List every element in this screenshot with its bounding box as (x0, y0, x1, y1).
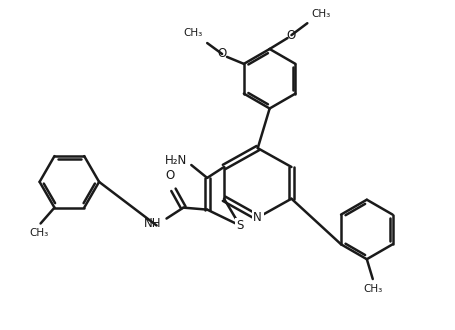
Text: CH₃: CH₃ (363, 284, 382, 294)
Text: CH₃: CH₃ (29, 228, 48, 239)
Text: O: O (166, 169, 175, 182)
Text: N: N (253, 211, 262, 224)
Text: CH₃: CH₃ (183, 28, 202, 38)
Text: S: S (236, 219, 243, 232)
Text: CH₃: CH₃ (311, 9, 330, 19)
Text: H₂N: H₂N (165, 153, 187, 167)
Text: O: O (217, 48, 227, 60)
Text: O: O (287, 29, 296, 42)
Text: NH: NH (144, 217, 162, 230)
